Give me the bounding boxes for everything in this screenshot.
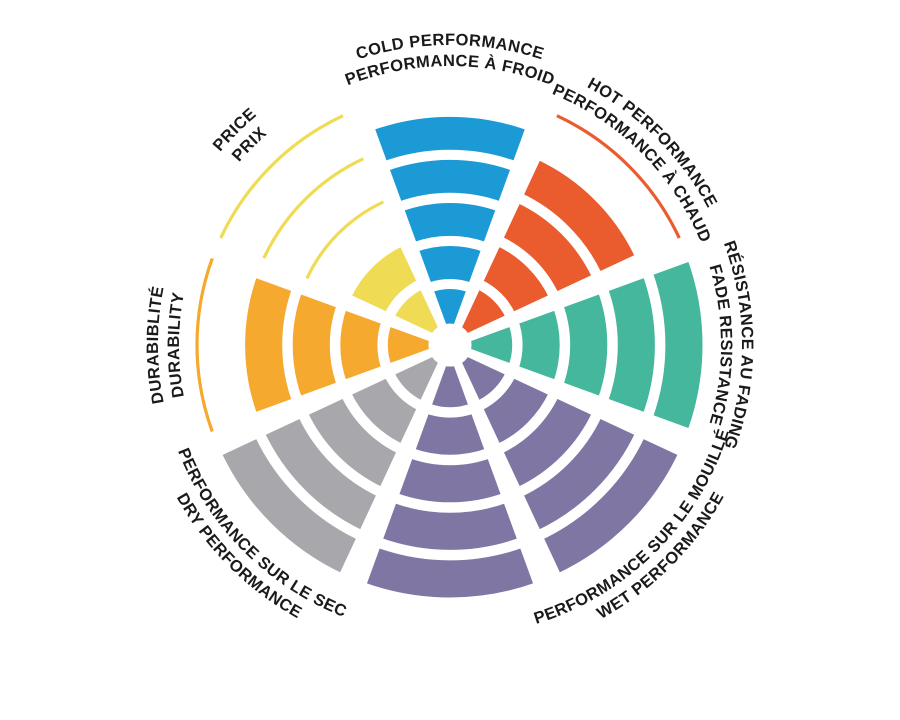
wedge-ring-cold-performance-4 — [381, 152, 519, 209]
wedge-ring-fade-resistance-3 — [556, 286, 615, 404]
wedge-ring-price-1 — [387, 282, 446, 341]
wedge-ring-hot-performance-1 — [454, 282, 513, 341]
wedge-ring-wet-performance-lower-4 — [375, 495, 525, 557]
wedge-ring-cold-performance-3 — [396, 196, 504, 250]
axis-label-durability-primary: DURABIBLITÉ — [144, 285, 168, 406]
wedge-ring-fade-resistance-2 — [511, 302, 567, 388]
wedge-ring-cold-performance-2 — [411, 239, 489, 290]
wedge-ring-durability-3 — [285, 286, 344, 404]
wedge-ring-fade-resistance-5 — [645, 253, 710, 437]
wedge-ring-wet-performance-2 — [475, 370, 557, 452]
axis-label-durability-secondary: DURABILITY — [165, 291, 188, 399]
wedge-ring-durability-1 — [380, 319, 437, 371]
wedge-layer — [214, 109, 710, 605]
wedge-ring-price-2 — [343, 238, 425, 320]
wedge-ring-fade-resistance-1 — [463, 319, 520, 371]
wedge-ring-wet-performance-5 — [536, 431, 686, 581]
wedge-ring-wet-performance-lower-5 — [358, 540, 542, 605]
wedge-ring-wet-performance-lower-3 — [391, 451, 509, 510]
wedge-ring-wet-performance-3 — [495, 390, 600, 495]
wedge-ring-cold-performance-5 — [367, 109, 533, 169]
wedge-ring-fade-resistance-4 — [600, 270, 662, 420]
wedge-ring-hot-performance-4 — [515, 152, 643, 280]
unfilled-arc-price-5 — [219, 114, 344, 239]
wedge-ring-hot-performance-3 — [495, 195, 600, 300]
wedge-ring-durability-2 — [333, 302, 389, 388]
axis-label-fade-resistance-secondary: FADE RESISTANCE — [705, 262, 735, 427]
wedge-ring-wet-performance-lower-1 — [424, 358, 476, 415]
wedge-ring-dry-performance-3 — [300, 390, 405, 495]
wedge-ring-wet-performance-1 — [454, 349, 513, 408]
wedge-ring-dry-performance-1 — [387, 349, 446, 408]
unfilled-arc-hot-performance-5 — [556, 114, 681, 239]
unfilled-arc-price-4 — [262, 157, 364, 259]
unfilled-ring-outline-layer — [195, 114, 681, 433]
axis-label-hot-performance-primary: HOT PERFORMANCE — [584, 75, 720, 211]
unfilled-arc-durability-5 — [195, 257, 214, 433]
unfilled-arc-price-3 — [305, 200, 384, 279]
wedge-ring-durability-4 — [238, 270, 300, 420]
wedge-ring-dry-performance-5 — [214, 431, 364, 581]
wedge-ring-wet-performance-lower-2 — [407, 406, 493, 462]
